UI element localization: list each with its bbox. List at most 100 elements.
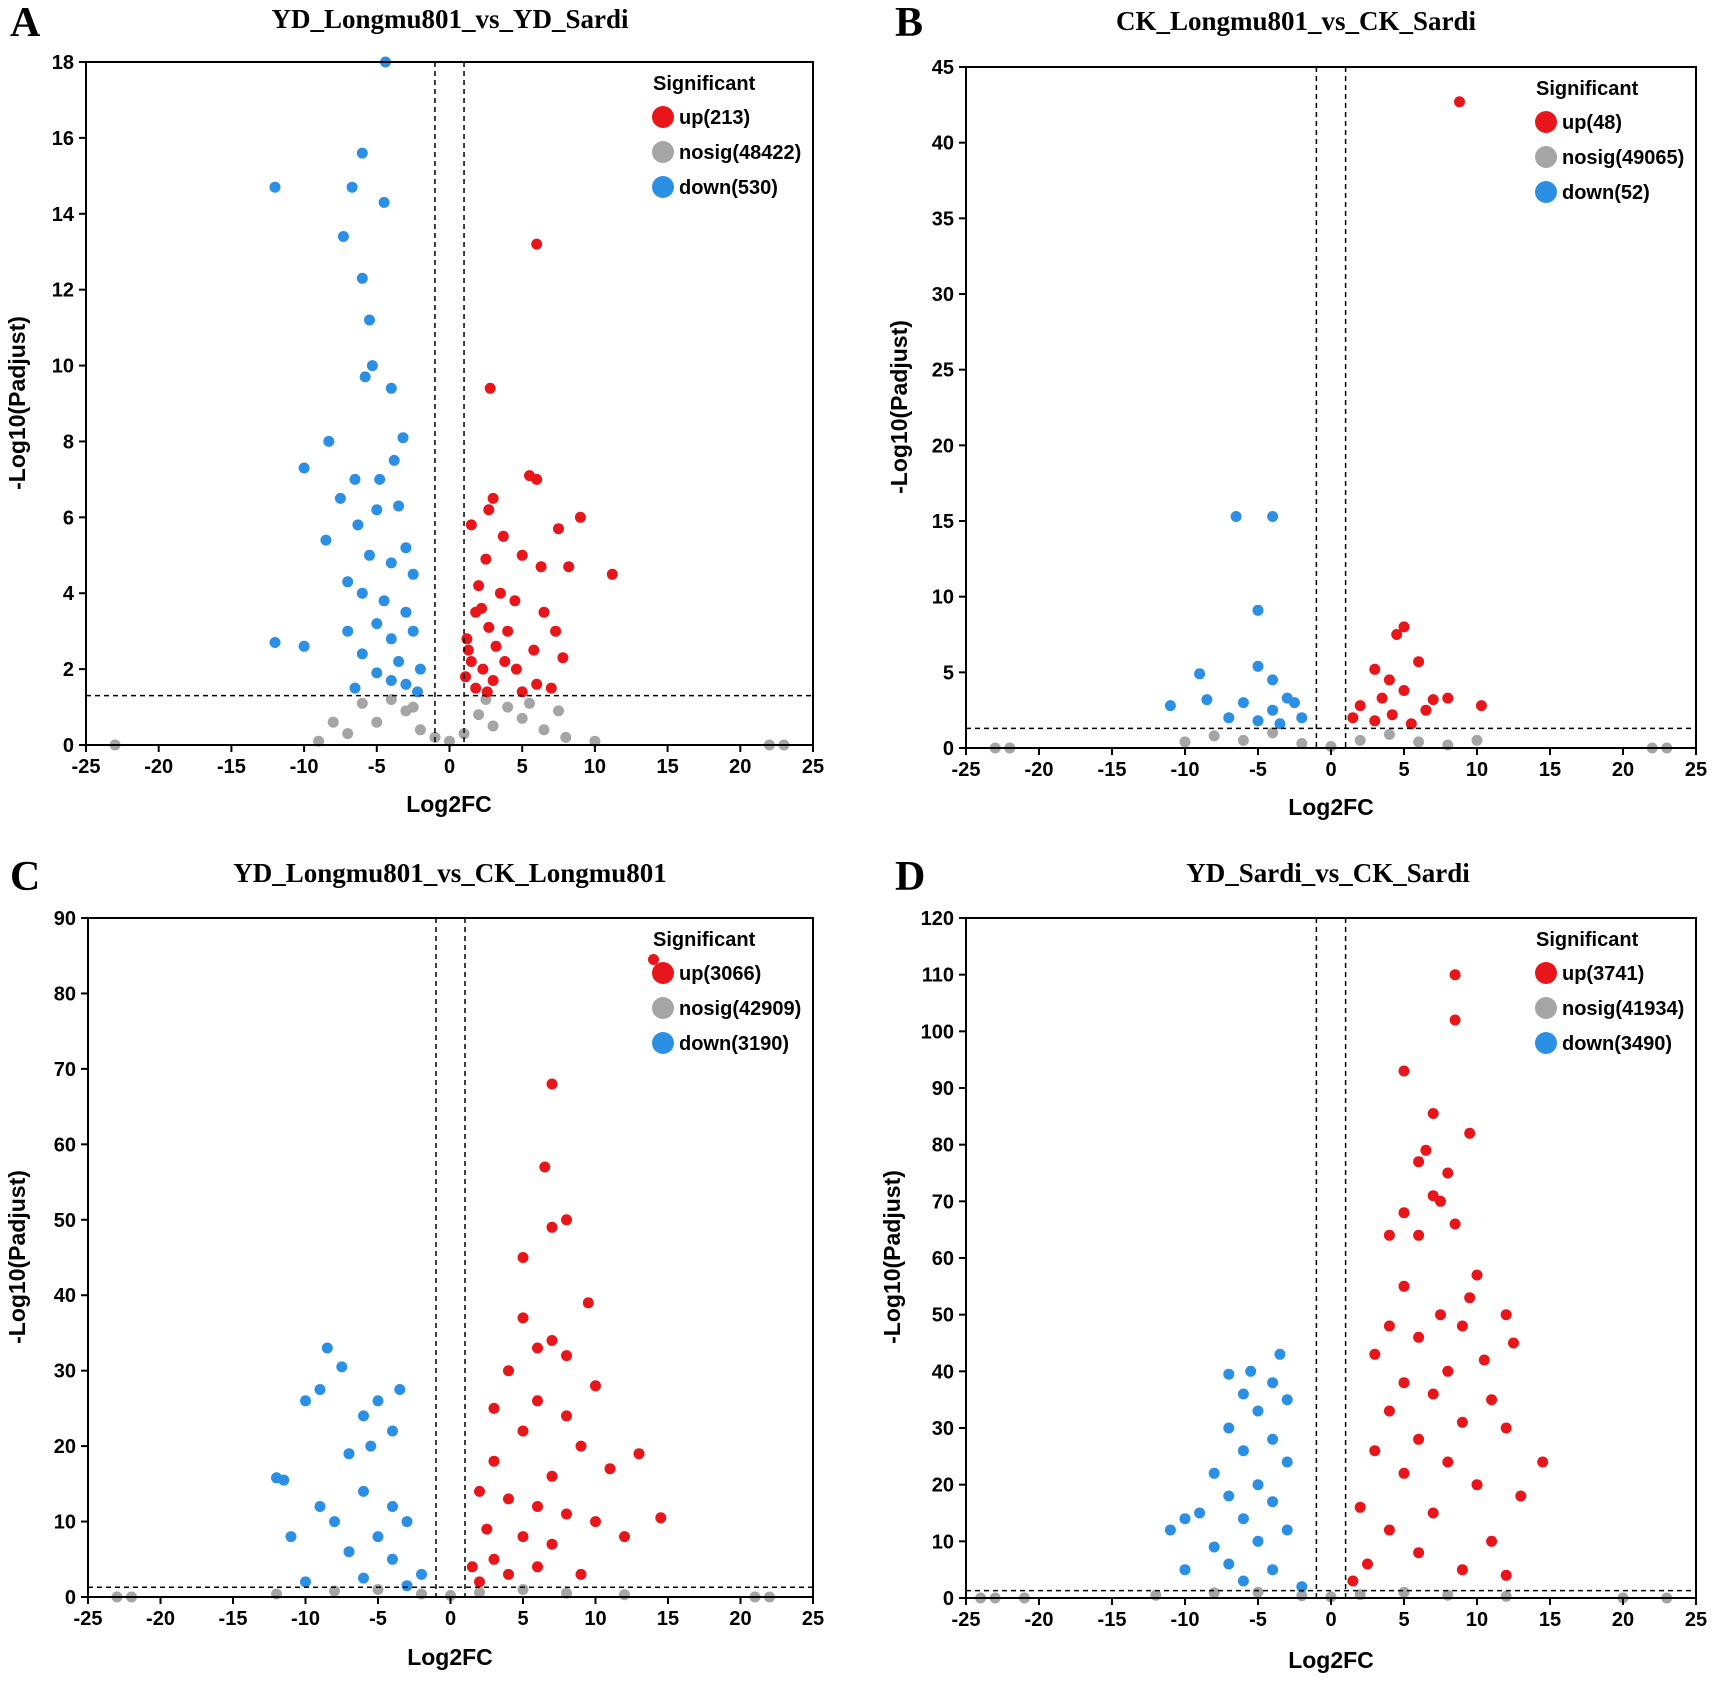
x-tick-label: 5 [517, 1608, 528, 1630]
data-point-nosig [553, 705, 564, 717]
data-point-nosig [1252, 1586, 1264, 1598]
data-point-down [397, 432, 409, 444]
data-point-up [473, 580, 485, 592]
y-tick-label: 70 [54, 1059, 76, 1081]
data-point-up [1398, 1065, 1410, 1077]
x-tick-label: -10 [290, 756, 319, 778]
data-point-up [546, 1221, 558, 1233]
y-tick-label: 90 [54, 908, 76, 930]
data-point-up [517, 1531, 529, 1543]
data-point-down [1223, 712, 1235, 724]
data-point-down [334, 492, 346, 504]
data-point-nosig [371, 716, 383, 728]
data-point-up [531, 473, 543, 485]
data-point-up [1383, 1320, 1395, 1332]
panel-letter: D [895, 854, 925, 900]
legend-title: Significant [1536, 78, 1639, 100]
data-point-up [494, 587, 506, 599]
y-tick-label: 45 [932, 57, 954, 79]
data-point-down [320, 534, 332, 546]
data-point-down [388, 454, 400, 466]
data-point-down [1281, 1456, 1293, 1468]
data-point-down [1223, 1422, 1235, 1434]
data-point-up [1427, 1388, 1439, 1400]
data-point-up [499, 656, 511, 667]
data-point-up [1413, 1547, 1425, 1559]
data-point-up [1362, 1558, 1373, 1570]
data-point-up [532, 1395, 543, 1407]
data-point-up [1413, 1229, 1425, 1241]
y-tick-label: 4 [63, 583, 75, 605]
y-tick-label: 80 [54, 983, 76, 1005]
data-point-up [619, 1531, 630, 1543]
x-tick-label: 10 [1466, 759, 1488, 781]
x-tick-label: -5 [368, 756, 386, 778]
data-point-down [336, 1361, 348, 1373]
legend: Significant up(48) nosig(49065) down(52) [1535, 78, 1684, 204]
x-tick-label: 0 [445, 1608, 456, 1630]
data-point-nosig [1267, 727, 1279, 739]
data-point-up [574, 511, 586, 523]
x-tick-label: 15 [656, 756, 678, 778]
legend-marker-down [652, 176, 674, 198]
data-point-up [1354, 1501, 1366, 1513]
data-point-up [516, 686, 528, 698]
data-point-down [1201, 694, 1213, 706]
data-point-nosig [327, 716, 339, 728]
data-point-nosig [458, 728, 470, 740]
data-point-up [561, 1508, 572, 1520]
data-point-up [1537, 1456, 1549, 1468]
data-point-nosig [1354, 734, 1366, 746]
data-point-down [414, 663, 426, 675]
data-point-up [545, 682, 557, 694]
data-point-up [1383, 674, 1395, 686]
data-point-down [374, 473, 386, 485]
data-point-down [278, 1474, 290, 1486]
x-tick-label: -10 [1171, 1609, 1200, 1631]
data-point-down [1252, 1479, 1264, 1491]
data-point-down [1267, 511, 1279, 522]
data-point-down [1252, 715, 1264, 727]
legend: Significant up(3741) nosig(41934) down(3490… [1535, 929, 1684, 1055]
data-point-up [480, 553, 492, 565]
legend-label-down: down(3490) [1562, 1033, 1672, 1055]
data-point-up [528, 644, 540, 656]
panel-b: B CK_Longmu801_vs_CK_Sardi -25 -20 -15 -10-… [886, 0, 1707, 820]
legend-marker-nosig [652, 997, 674, 1019]
data-point-down [356, 147, 368, 159]
y-tick-label: 90 [932, 1078, 954, 1100]
legend-label-up: up(48) [1562, 112, 1622, 134]
plot-area: -25 -20 -15 -10 -5 0 5 10 15 20 25 0 10 20 30 40 50 60 70 8… [54, 908, 824, 1630]
data-point-up [460, 671, 471, 683]
data-point-up [606, 568, 618, 580]
data-point-down [385, 382, 397, 394]
y-tick-label: 6 [63, 507, 74, 529]
y-tick-label: 15 [932, 511, 954, 533]
data-point-down [1289, 697, 1300, 709]
x-tick-label: 15 [1539, 1609, 1561, 1631]
data-point-down [1237, 697, 1249, 709]
data-point-down [385, 557, 397, 569]
data-point-down [269, 181, 281, 193]
x-tick-label: -5 [1249, 1609, 1267, 1631]
x-tick-label: 0 [1325, 759, 1336, 781]
data-point-up [1369, 715, 1381, 727]
data-point-up [1347, 712, 1359, 724]
x-tick-label: -25 [74, 1608, 103, 1630]
panel-title: YD_Sardi_vs_CK_Sardi [1186, 858, 1470, 888]
x-tick-label: 5 [1398, 1609, 1409, 1631]
data-point-up [1427, 1507, 1439, 1519]
data-point-up [470, 682, 482, 694]
data-point-up [1376, 692, 1388, 704]
panel-letter: A [10, 0, 41, 46]
data-point-down [372, 1395, 384, 1407]
data-point-up [1383, 1229, 1395, 1241]
x-tick-label: 20 [1612, 1609, 1634, 1631]
data-point-nosig [619, 1589, 630, 1601]
data-point-up [532, 1501, 543, 1512]
data-point-up [487, 675, 499, 686]
panel-letter: C [10, 854, 40, 900]
panel-c: C YD_Longmu801_vs_CK_Longmu801 -25 -20 -15… [4, 854, 824, 1670]
data-point-down [1179, 1564, 1191, 1576]
data-point-down [314, 1384, 326, 1395]
